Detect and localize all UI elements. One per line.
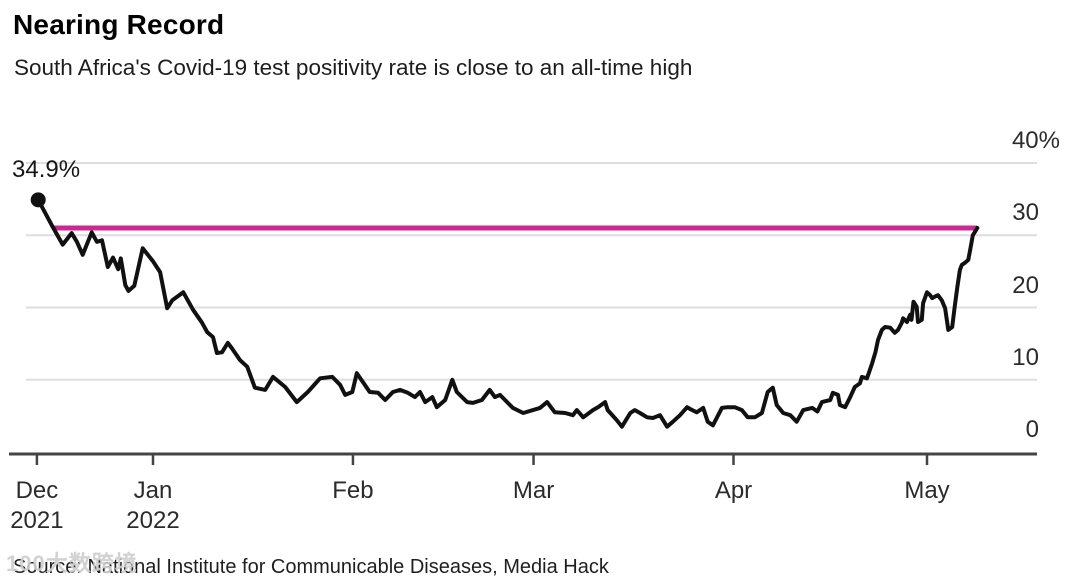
- x-axis-label-may: May: [879, 476, 975, 506]
- x-axis-label-dec: Dec 2021: [0, 476, 85, 536]
- x-axis-label-jan: Jan 2022: [105, 476, 201, 536]
- y-axis-label-40: 40%: [1011, 127, 1060, 154]
- y-axis-label-20: 20: [1012, 271, 1039, 299]
- watermark: 100大数跨境: [6, 551, 138, 576]
- year-label: 2022: [126, 507, 180, 534]
- chart-subtitle: South Africa's Covid-19 test positivity …: [14, 55, 693, 80]
- chart-title: Nearing Record: [13, 9, 225, 40]
- y-axis-label-0: 0: [1025, 416, 1039, 443]
- month-label: Mar: [512, 477, 555, 504]
- record-annotation: 34.9%: [12, 156, 81, 183]
- source-credit: Source: National Institute for Communica…: [13, 556, 609, 578]
- positivity-series-line: [36, 197, 980, 429]
- month-label: Dec: [15, 477, 59, 504]
- year-label: 2021: [10, 507, 64, 534]
- y-axis-label-10: 10: [1012, 343, 1039, 371]
- x-axis-label-mar: Mar: [486, 476, 582, 506]
- x-axis-label-apr: Apr: [686, 476, 782, 506]
- x-axis-label-feb: Feb: [305, 476, 401, 506]
- record-dot: [30, 192, 46, 208]
- y-axis-label-30: 30: [1012, 199, 1039, 227]
- month-label: Jan: [133, 477, 173, 504]
- month-label: May: [904, 477, 950, 504]
- month-label: Apr: [714, 477, 753, 504]
- month-label: Feb: [332, 477, 374, 504]
